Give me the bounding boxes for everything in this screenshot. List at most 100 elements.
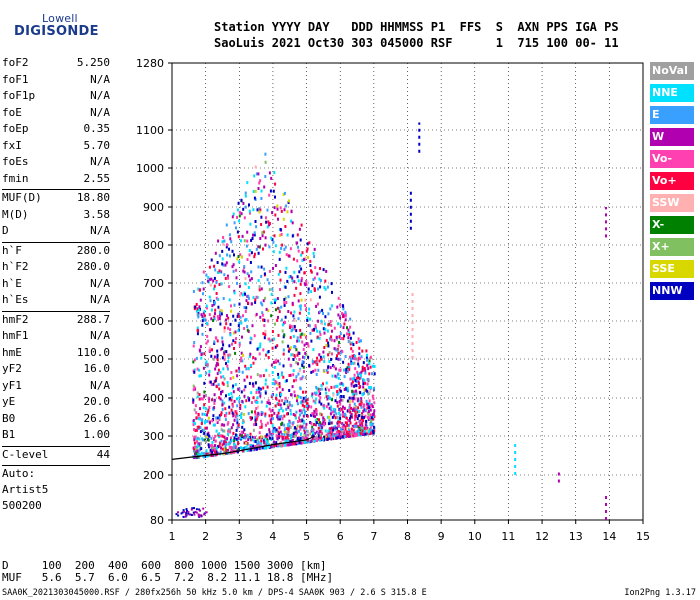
echo-point [304, 376, 307, 380]
echo-point [295, 427, 298, 431]
echo-point [240, 239, 242, 243]
echo-point [327, 394, 330, 398]
echo-point [340, 395, 343, 398]
echo-point [218, 416, 221, 420]
echo-point [259, 444, 262, 448]
echo-point [288, 374, 291, 377]
echo-point [227, 432, 229, 436]
param-label: foF1p [2, 89, 36, 102]
echo-point [223, 353, 226, 357]
echo-point [336, 354, 338, 358]
echo-point [348, 406, 351, 409]
echo-point [315, 409, 318, 413]
echo-point [196, 328, 199, 332]
echo-point [295, 410, 298, 414]
echo-point [227, 353, 230, 357]
echo-point [221, 340, 224, 344]
echo-point [202, 507, 205, 510]
echo-point [240, 436, 242, 440]
echo-point [277, 376, 280, 379]
echo-point [359, 420, 362, 424]
echo-point [312, 438, 314, 441]
echo-point [345, 367, 348, 371]
echo-point [248, 397, 251, 400]
echo-point [250, 363, 252, 367]
echo-point [281, 329, 284, 333]
echo-point [340, 407, 343, 411]
echo-point [296, 241, 299, 245]
echo-point [306, 429, 309, 433]
param-value: N/A [90, 329, 110, 342]
echo-point [217, 363, 220, 367]
echo-point [271, 424, 274, 428]
echo-point [209, 421, 211, 425]
echo-point [224, 414, 227, 418]
echo-point [338, 432, 341, 436]
echo-point [219, 434, 222, 438]
echo-point [337, 376, 340, 380]
param-label: h`E [2, 276, 22, 290]
echo-point [287, 295, 290, 299]
echo-point [182, 515, 185, 518]
echo-point [358, 386, 361, 390]
echo-point [249, 222, 252, 226]
echo-point [334, 408, 337, 412]
echo-point [353, 424, 356, 428]
echo-point [279, 403, 282, 407]
echo-point [330, 357, 333, 361]
echo-point [334, 399, 337, 403]
echo-point [250, 238, 253, 242]
echo-point [323, 360, 326, 363]
echo-point [301, 403, 304, 407]
separator [2, 189, 110, 190]
echo-point [333, 385, 336, 389]
echo-point [272, 378, 275, 382]
echo-point [192, 360, 195, 364]
echo-point [224, 263, 227, 267]
param-row-mufd: MUF(D) 18.80 [2, 191, 110, 208]
echo-point [330, 437, 333, 441]
echo-point [280, 371, 283, 375]
echo-point [352, 434, 355, 438]
echo-point [355, 405, 357, 409]
echo-point [295, 348, 298, 352]
echo-point [222, 367, 225, 371]
echo-point [350, 360, 353, 364]
echo-point [239, 403, 242, 407]
echo-point [215, 450, 218, 454]
echo-point [358, 433, 360, 437]
echo-point [353, 434, 356, 438]
echo-point [262, 299, 265, 303]
echo-point [225, 322, 228, 326]
echo-point [249, 416, 252, 420]
echo-point [260, 413, 263, 416]
echo-point [361, 393, 364, 397]
echo-point [245, 441, 248, 445]
echo-point [215, 364, 218, 368]
echo-point [257, 265, 260, 269]
echo-point [320, 387, 323, 391]
echo-point [346, 332, 348, 336]
echo-point [330, 335, 333, 339]
echo-point [353, 376, 356, 380]
echo-point [313, 247, 316, 251]
echo-point [269, 436, 271, 440]
echo-point [345, 421, 348, 425]
echo-point [287, 439, 289, 443]
echo-point [324, 287, 327, 291]
echo-point [349, 434, 352, 438]
echo-point [276, 318, 279, 322]
echo-point [233, 445, 236, 449]
echo-point [296, 339, 299, 343]
echo-point [372, 415, 375, 418]
echo-point [247, 294, 250, 298]
echo-point [331, 374, 334, 378]
echo-point [356, 399, 359, 403]
echo-point [249, 341, 252, 345]
echo-point [235, 226, 237, 230]
echo-point [201, 323, 204, 327]
param-label: B0 [2, 411, 16, 425]
y-tick-label: 200 [143, 469, 164, 482]
echo-point [295, 361, 298, 365]
echo-point [317, 426, 320, 430]
